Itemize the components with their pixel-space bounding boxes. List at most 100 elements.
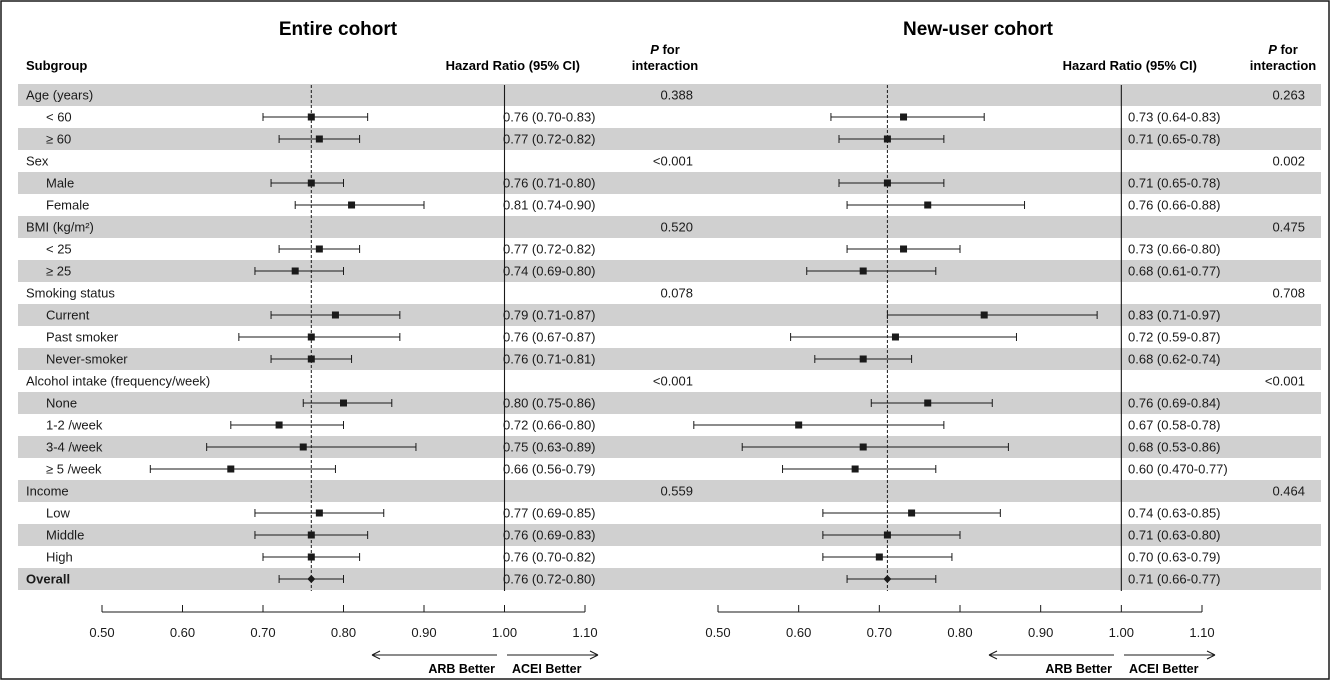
subgroup-label: Male [46, 176, 74, 191]
estimate-marker [307, 531, 315, 539]
hazard-ratio-ci-text: 0.71 (0.65-0.78) [1128, 176, 1221, 191]
arb-arrow-head [988, 650, 998, 660]
hazard-ratio-ci-text: 0.72 (0.66-0.80) [503, 418, 596, 433]
left-panel-title: Entire cohort [279, 19, 398, 40]
hazard-ratio-ci-text: 0.79 (0.71-0.87) [503, 308, 596, 323]
estimate-marker [891, 333, 899, 341]
right-p-header-line2: interaction [1250, 58, 1317, 73]
estimate-marker [924, 399, 932, 407]
hazard-ratio-ci-text: 0.77 (0.72-0.82) [503, 242, 596, 257]
row-band [18, 524, 1321, 546]
right-hr-header: Hazard Ratio (95% CI) [1063, 58, 1197, 73]
estimate-marker [291, 267, 299, 275]
subgroup-label: 1-2 /week [46, 418, 103, 433]
p-interaction-value: 0.520 [660, 220, 693, 235]
hazard-ratio-ci-text: 0.76 (0.71-0.80) [503, 176, 596, 191]
hazard-ratio-ci-text: 0.73 (0.64-0.83) [1128, 110, 1221, 125]
subgroup-label: < 25 [46, 242, 72, 257]
p-italic: P [650, 42, 659, 57]
estimate-marker [883, 179, 891, 187]
subgroup-label: Past smoker [46, 330, 119, 345]
hazard-ratio-ci-text: 0.77 (0.69-0.85) [503, 506, 596, 521]
subgroup-label: < 60 [46, 110, 72, 125]
left-direction-annotation: ARB Better ACEI Better [371, 650, 599, 676]
p-interaction-value: 0.002 [1272, 154, 1305, 169]
estimate-marker [851, 465, 859, 473]
x-tick-label: 0.50 [705, 625, 730, 640]
row-band [18, 172, 1321, 194]
estimate-marker [795, 421, 803, 429]
estimate-marker [307, 355, 315, 363]
x-tick-label: 0.90 [1028, 625, 1053, 640]
hazard-ratio-ci-text: 0.76 (0.72-0.80) [503, 572, 596, 587]
hazard-ratio-ci-text: 0.80 (0.75-0.86) [503, 396, 596, 411]
x-tick-label: 0.80 [947, 625, 972, 640]
estimate-marker [900, 113, 908, 121]
p-interaction-value: 0.263 [1272, 88, 1305, 103]
hazard-ratio-ci-text: 0.71 (0.63-0.80) [1128, 528, 1221, 543]
hazard-ratio-ci-text: 0.76 (0.66-0.88) [1128, 198, 1221, 213]
p-interaction-value: 0.464 [1272, 484, 1305, 499]
x-tick-label: 0.70 [250, 625, 275, 640]
estimate-marker [980, 311, 988, 319]
hazard-ratio-ci-text: 0.67 (0.58-0.78) [1128, 418, 1221, 433]
x-tick-label: 1.10 [572, 625, 597, 640]
x-tick-label: 0.80 [331, 625, 356, 640]
estimate-marker [908, 509, 916, 517]
hazard-ratio-ci-text: 0.76 (0.67-0.87) [503, 330, 596, 345]
p-interaction-value: 0.078 [660, 286, 693, 301]
x-tick-label: 0.50 [89, 625, 114, 640]
estimate-marker [307, 179, 315, 187]
p-interaction-value: 0.559 [660, 484, 693, 499]
acei-better-label: ACEI Better [512, 662, 582, 676]
hazard-ratio-ci-text: 0.72 (0.59-0.87) [1128, 330, 1221, 345]
hazard-ratio-ci-text: 0.83 (0.71-0.97) [1128, 308, 1221, 323]
estimate-marker [307, 553, 315, 561]
acei-better-label: ACEI Better [1129, 662, 1199, 676]
arb-better-label: ARB Better [428, 662, 495, 676]
hazard-ratio-ci-text: 0.73 (0.66-0.80) [1128, 242, 1221, 257]
subgroup-label: ≥ 5 /week [46, 462, 102, 477]
p-interaction-value: 0.475 [1272, 220, 1305, 235]
left-p-header-line2: interaction [632, 58, 699, 73]
estimate-marker [315, 135, 323, 143]
row-band [18, 84, 1321, 106]
subgroup-label: Never-smoker [46, 352, 128, 367]
hazard-ratio-ci-text: 0.74 (0.63-0.85) [1128, 506, 1221, 521]
hazard-ratio-ci-text: 0.74 (0.69-0.80) [503, 264, 596, 279]
x-tick-label: 1.00 [492, 625, 517, 640]
hazard-ratio-ci-text: 0.71 (0.66-0.77) [1128, 572, 1221, 587]
estimate-marker [299, 443, 307, 451]
overall-label: Overall [26, 572, 70, 587]
estimate-marker [875, 553, 883, 561]
x-tick-label: 0.70 [867, 625, 892, 640]
p-for: for [1277, 42, 1298, 57]
estimate-marker [275, 421, 283, 429]
hazard-ratio-ci-text: 0.68 (0.62-0.74) [1128, 352, 1221, 367]
p-for: for [659, 42, 680, 57]
row-band [18, 128, 1321, 150]
subgroup-header: Subgroup [26, 58, 87, 73]
p-italic: P [1268, 42, 1277, 57]
row-band [18, 436, 1321, 458]
p-interaction-value: 0.388 [660, 88, 693, 103]
row-band [18, 568, 1321, 590]
acei-arrow-head [589, 650, 599, 660]
hazard-ratio-ci-text: 0.76 (0.69-0.84) [1128, 396, 1221, 411]
acei-arrow-head [1206, 650, 1216, 660]
hazard-ratio-ci-text: 0.76 (0.70-0.82) [503, 550, 596, 565]
estimate-marker [883, 135, 891, 143]
overall-diamond-marker [883, 575, 892, 583]
hazard-ratio-ci-text: 0.71 (0.65-0.78) [1128, 132, 1221, 147]
estimate-marker [859, 355, 867, 363]
subgroup-header-label: Smoking status [26, 286, 115, 301]
hazard-ratio-ci-text: 0.68 (0.61-0.77) [1128, 264, 1221, 279]
estimate-marker [859, 267, 867, 275]
right-direction-annotation: ARB Better ACEI Better [988, 650, 1216, 676]
hazard-ratio-ci-text: 0.75 (0.63-0.89) [503, 440, 596, 455]
subgroup-label: High [46, 550, 73, 565]
x-tick-label: 0.60 [786, 625, 811, 640]
p-interaction-value: <0.001 [1265, 374, 1305, 389]
overall-diamond-marker [307, 575, 316, 583]
arb-arrow-head [371, 650, 381, 660]
